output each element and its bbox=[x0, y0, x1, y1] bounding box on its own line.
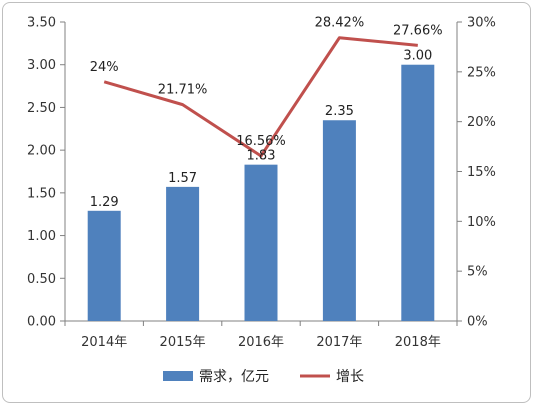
right-tick-label: 5% bbox=[467, 265, 488, 280]
right-tick-label: 30% bbox=[467, 16, 496, 31]
left-tick-label: 3.50 bbox=[27, 16, 56, 31]
line-series bbox=[103, 36, 418, 158]
right-tick-label: 25% bbox=[467, 65, 496, 80]
legend-bar-label: 需求，亿元 bbox=[199, 369, 269, 385]
x-tick-label: 2018年 bbox=[395, 335, 441, 350]
bar-value-label: 2.35 bbox=[325, 104, 354, 119]
bar-value-label: 3.00 bbox=[403, 49, 432, 64]
legend: 需求，亿元 增长 bbox=[163, 369, 364, 385]
legend-line-label: 增长 bbox=[336, 369, 364, 385]
bar bbox=[87, 210, 121, 321]
growth-line bbox=[103, 36, 418, 158]
left-tick-label: 2.50 bbox=[27, 101, 56, 116]
bar bbox=[166, 186, 200, 321]
bar-value-label: 1.57 bbox=[168, 171, 197, 186]
bar bbox=[322, 120, 356, 321]
bar-series bbox=[87, 64, 435, 321]
x-tick-label: 2017年 bbox=[316, 335, 362, 350]
right-tick-label: 15% bbox=[467, 165, 496, 180]
legend-bar-swatch bbox=[163, 371, 193, 381]
line-value-label: 24% bbox=[90, 60, 119, 75]
line-value-label: 16.56% bbox=[236, 134, 286, 149]
left-tick-label: 2.00 bbox=[27, 144, 56, 159]
x-tick-label: 2015年 bbox=[160, 335, 206, 350]
bar bbox=[244, 164, 278, 321]
line-value-label: 27.66% bbox=[393, 23, 443, 38]
right-tick-label: 20% bbox=[467, 115, 496, 130]
left-tick-label: 3.00 bbox=[27, 58, 56, 73]
left-tick-label: 1.00 bbox=[27, 229, 56, 244]
axes: 0.00 0.50 1.00 1.50 2.00 2.50 3.00 3.50 0% 5% 10% 1… bbox=[27, 16, 496, 351]
line-value-label: 28.42% bbox=[315, 16, 365, 31]
left-tick-label: 0.00 bbox=[27, 315, 56, 330]
bar bbox=[401, 64, 435, 321]
left-tick-label: 0.50 bbox=[27, 272, 56, 287]
data-labels: 1.29 1.57 1.83 2.35 3.00 24% 21.71% 16.56% 28.42… bbox=[90, 16, 443, 210]
right-tick-label: 10% bbox=[467, 215, 496, 230]
bar-value-label: 1.83 bbox=[247, 149, 276, 164]
line-value-label: 21.71% bbox=[158, 83, 208, 98]
x-tick-label: 2014年 bbox=[81, 335, 127, 350]
left-tick-label: 1.50 bbox=[27, 186, 56, 201]
right-tick-label: 0% bbox=[467, 315, 488, 330]
x-tick-label: 2016年 bbox=[238, 335, 284, 350]
bar-value-label: 1.29 bbox=[90, 195, 119, 210]
